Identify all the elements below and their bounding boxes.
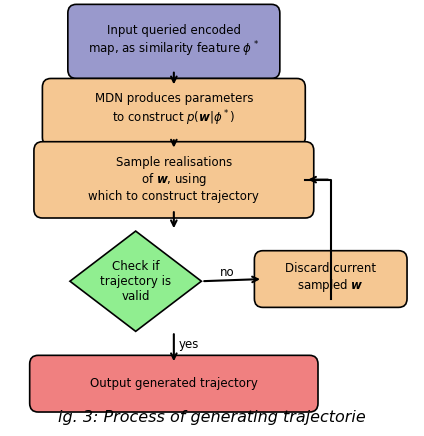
Text: Output generated trajectory: Output generated trajectory [90,377,258,390]
Text: ig. 3: Process of generating trajectorie: ig. 3: Process of generating trajectorie [58,410,366,425]
FancyBboxPatch shape [34,142,314,218]
FancyBboxPatch shape [68,4,280,78]
FancyBboxPatch shape [42,78,305,146]
Text: Check if
trajectory is
valid: Check if trajectory is valid [100,260,171,303]
Text: Input queried encoded
map, as similarity feature $\phi^*$: Input queried encoded map, as similarity… [88,24,259,59]
Text: no: no [220,266,234,279]
Text: MDN produces parameters
to construct $p(\boldsymbol{w}|\phi^*)$: MDN produces parameters to construct $p(… [95,92,253,128]
Text: Sample realisations
of $\boldsymbol{w}$, using
which to construct trajectory: Sample realisations of $\boldsymbol{w}$,… [88,156,259,203]
FancyBboxPatch shape [254,251,407,307]
FancyBboxPatch shape [30,355,318,412]
Text: yes: yes [179,338,199,351]
Polygon shape [70,231,201,331]
Text: Discard current
sampled $\boldsymbol{w}$: Discard current sampled $\boldsymbol{w}$ [285,262,376,294]
